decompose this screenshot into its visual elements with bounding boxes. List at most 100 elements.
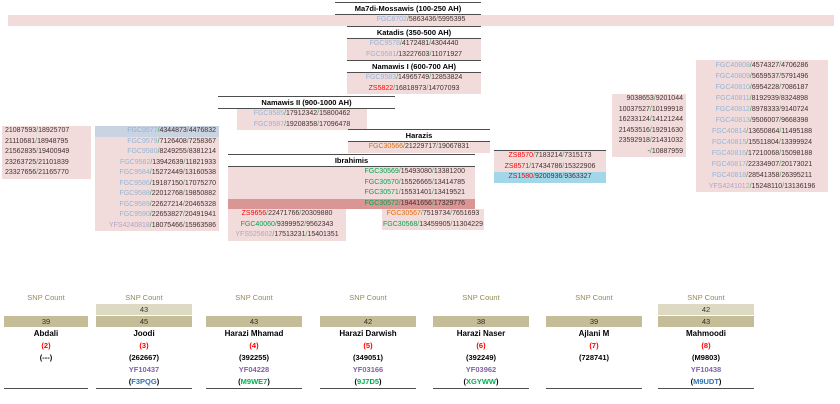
snp-row: FGC30570/15526665/13414785 xyxy=(228,177,475,188)
generation-header-ma7di-mossawis: Ma7di-Mossawis (100-250 AH) xyxy=(335,2,481,15)
separator-slash: / xyxy=(562,173,565,180)
snp-count-bar: 43 xyxy=(658,316,754,327)
sample-yfull-id: YF04228 xyxy=(238,365,270,374)
separator-slash: / xyxy=(779,161,782,168)
snp-position: 4574327 xyxy=(751,62,780,69)
separator-slash: / xyxy=(746,150,748,157)
snp-position: 8192939 xyxy=(751,95,779,102)
separator-slash: / xyxy=(649,137,652,144)
separator-slash: / xyxy=(779,73,782,80)
snp-name: FGC40813 xyxy=(715,117,750,124)
snp-position: 18075466 xyxy=(151,221,183,229)
sample-order: (2) xyxy=(41,341,51,350)
snp-row: FGC40811/8192939/8324898 xyxy=(696,93,828,104)
snp-position: 13160538 xyxy=(184,169,216,176)
snp-row: ZS5822/16818973/14707093 xyxy=(347,83,481,94)
snp-position: 13227603 xyxy=(398,50,430,58)
separator-slash: / xyxy=(431,199,434,207)
separator-slash: / xyxy=(429,74,432,81)
snp-name: FGC40812 xyxy=(715,106,750,113)
snp-name: FGC9581 xyxy=(365,50,397,58)
separator-slash: / xyxy=(284,110,287,117)
snp-row: FGC9581/13227603/11071927 xyxy=(347,49,481,60)
separator-slash: / xyxy=(182,179,185,187)
snp-name: FGC9583 xyxy=(365,74,397,81)
sample-yfull-code-value: XGYWW xyxy=(466,377,496,386)
separator-slash: / xyxy=(36,158,39,166)
snp-position: 13650864 xyxy=(748,128,780,135)
sample-yfull-code: (F3PQG) xyxy=(128,377,160,386)
snp-position: 4476832 xyxy=(188,127,216,134)
snp-position: 15526665 xyxy=(400,178,432,186)
snp-position: 23263725 xyxy=(5,158,37,166)
sample-kit-number: (349051) xyxy=(352,353,384,362)
sample-kit-number: (262667) xyxy=(128,353,160,362)
snp-position: 4344873 xyxy=(159,127,187,134)
snp-name: FGC30568 xyxy=(383,220,418,228)
snp-count-label: SNP Count xyxy=(462,293,500,302)
separator-slash: / xyxy=(533,152,535,159)
snp-name: FGC40810 xyxy=(715,84,750,91)
snp-position: 10199918 xyxy=(651,105,683,113)
snp-block-harazis-private: FGC30567/7519734/7651693 FGC30568/1345990… xyxy=(382,209,484,230)
separator-slash: / xyxy=(149,190,152,197)
sample-name: Abdali xyxy=(33,329,59,338)
separator-slash: / xyxy=(36,148,39,155)
sample-yfull-id: YF03166 xyxy=(352,365,384,374)
snp-name: FGC30572 xyxy=(364,199,399,207)
snp-count-bar: 39 xyxy=(546,316,642,327)
card-underline xyxy=(96,388,192,389)
snp-name: FGC9589 xyxy=(119,200,150,208)
generation-header-katadis: Katadis (350-500 AH) xyxy=(347,26,481,39)
snp-position: 13136196 xyxy=(784,183,816,190)
snp-position: 21110681 xyxy=(5,137,36,145)
snp-count-bar: 38 xyxy=(433,316,529,327)
snp-row: FGC40808/4574327/4706286 xyxy=(696,60,828,71)
snp-position: 19291630 xyxy=(651,126,683,134)
snp-row: FGC9588/22012768/19850882 xyxy=(95,189,219,200)
sample-order: (7) xyxy=(589,341,599,350)
snp-position: 13459905 xyxy=(419,220,451,228)
separator-slash: / xyxy=(749,95,752,102)
snp-position: 20491941 xyxy=(184,211,216,218)
snp-row: FGC9582/13942639/11821933 xyxy=(95,157,219,168)
separator-slash: / xyxy=(450,210,453,217)
separator-slash: / xyxy=(182,200,185,208)
snp-row: FGC30568/13459905/11304229 xyxy=(382,219,484,230)
snp-row: FGC9584/15272449/13160538 xyxy=(95,168,219,179)
snp-row: FGC40815/15511804/13399924 xyxy=(696,137,828,148)
snp-name: FGC40808 xyxy=(715,62,750,69)
separator-slash: / xyxy=(403,143,405,150)
snp-name: FGC9578 xyxy=(369,40,400,47)
snp-row: FGC9577/4344873/4476832 xyxy=(95,126,219,137)
sample-order: (6) xyxy=(476,341,486,350)
snp-row: FGC30572/19441656/17329776 xyxy=(228,198,475,209)
snp-position: 15531401 xyxy=(400,189,432,196)
sample-order: (3) xyxy=(139,341,149,350)
separator-slash: / xyxy=(779,84,782,91)
snp-position: 9668398 xyxy=(781,117,809,124)
snp-position: 17513231 xyxy=(274,231,306,238)
sample-card-harazi-naser: SNP Count 38 Harazi Naser (6) (392249) YF0396… xyxy=(429,293,533,390)
snp-row: FGC40818/28541358/26395211 xyxy=(696,170,828,181)
snp-position: 15248110 xyxy=(751,183,783,190)
snp-block-namawis-2: FGC9585/17912342/15800462 FGC9587/1920835… xyxy=(237,109,367,130)
snp-row: 21110681/18948795 xyxy=(2,136,91,147)
separator-slash: / xyxy=(149,200,152,208)
snp-row: FGC40812/8978333/9140724 xyxy=(696,104,828,115)
snp-name: YFS4241012 xyxy=(708,183,750,190)
snp-row: -/10887959 xyxy=(612,146,686,157)
separator-slash: / xyxy=(529,162,532,170)
separator-slash: / xyxy=(150,158,153,166)
snp-position: 9562343 xyxy=(306,220,334,228)
separator-slash: / xyxy=(649,147,652,155)
snp-position: 20173021 xyxy=(781,161,813,168)
snp-count-label: SNP Count xyxy=(125,293,163,302)
separator-slash: / xyxy=(749,73,752,80)
sample-order: (5) xyxy=(363,341,373,350)
sample-name: Harazi Darwish xyxy=(339,329,397,338)
snp-position: 17329776 xyxy=(433,199,465,207)
snp-count-bar: 42 xyxy=(320,316,416,327)
snp-name: FGC9580 xyxy=(127,148,158,155)
